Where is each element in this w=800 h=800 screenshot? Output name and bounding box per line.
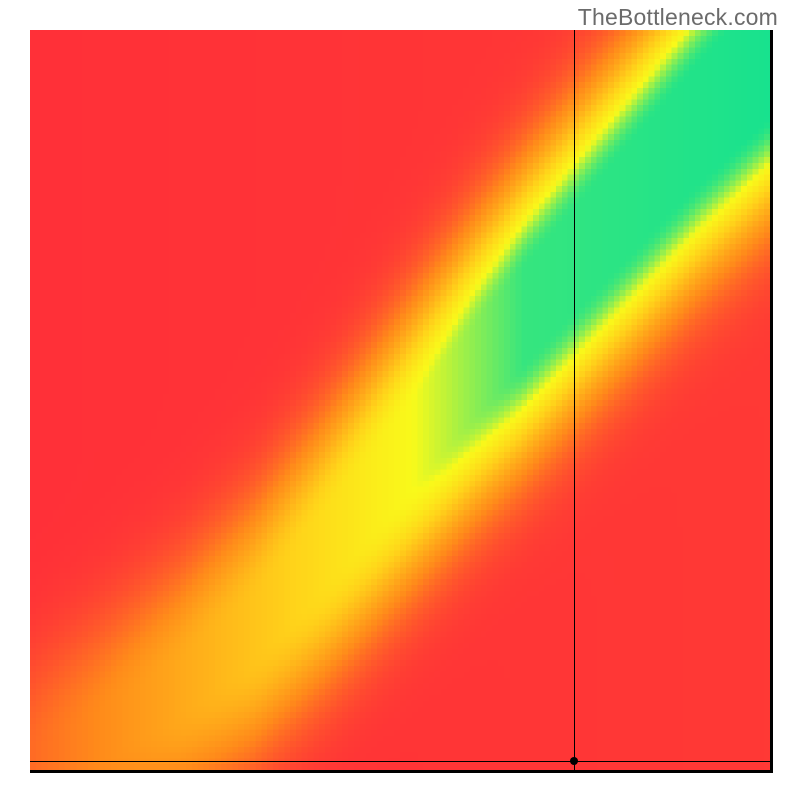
crosshair-horizontal (30, 761, 770, 762)
crosshair-vertical (574, 30, 575, 770)
heatmap-canvas (30, 30, 770, 770)
watermark-text: TheBottleneck.com (578, 4, 778, 31)
selected-point-marker (570, 757, 578, 765)
bottleneck-heatmap (30, 30, 773, 773)
